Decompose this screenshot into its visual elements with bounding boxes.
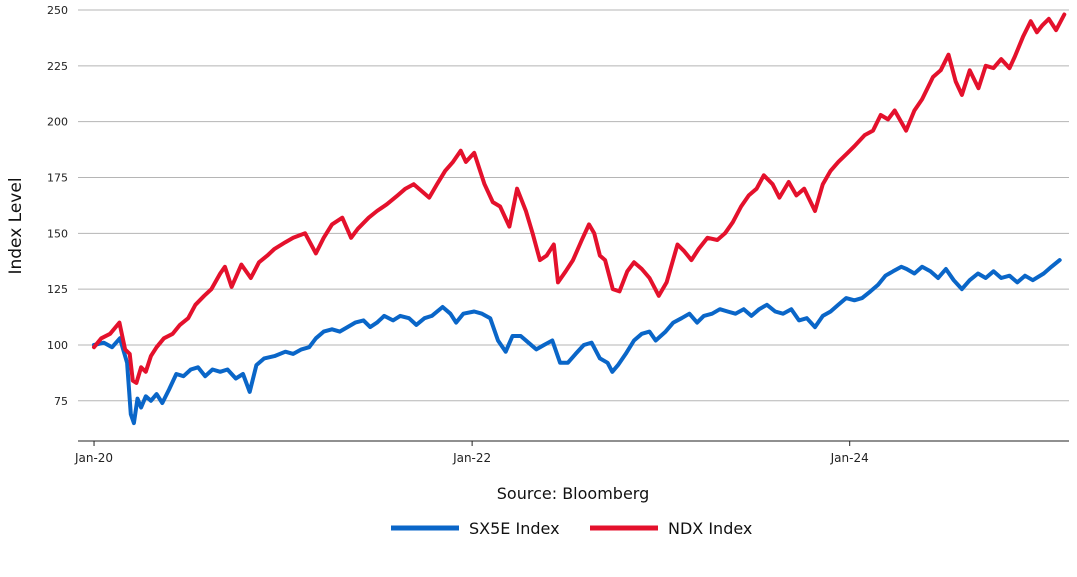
y-axis-ticks: 75 100 125 150 175 200 225 250 [47, 4, 68, 408]
y-tick-label-125: 125 [47, 283, 68, 296]
y-axis-label: Index Level [6, 177, 26, 274]
legend-label-sx5e-index: SX5E Index [469, 519, 560, 538]
y-tick-label-150: 150 [47, 227, 68, 240]
series-line-sx5e-index [92, 258, 1062, 426]
x-tick-label-Jan-24: Jan-24 [830, 451, 869, 465]
y-tick-label-100: 100 [47, 339, 68, 352]
y-tick-label-75: 75 [54, 395, 68, 408]
y-tick-label-200: 200 [47, 116, 68, 129]
series-lines [92, 12, 1067, 426]
x-tick-label-Jan-22: Jan-22 [452, 451, 491, 465]
legend-label-ndx-index: NDX Index [668, 519, 752, 538]
legend: SX5E Index NDX Index [391, 519, 752, 538]
y-tick-label-225: 225 [47, 60, 68, 73]
x-axis-ticks: Jan-20 Jan-22 Jan-24 [74, 441, 869, 465]
series-line-ndx-index [92, 12, 1067, 385]
x-tick-label-Jan-20: Jan-20 [74, 451, 113, 465]
gridlines [78, 9, 1069, 402]
x-axis-label: Source: Bloomberg [497, 484, 649, 503]
y-tick-label-175: 175 [47, 171, 68, 184]
y-tick-label-250: 250 [47, 4, 68, 17]
